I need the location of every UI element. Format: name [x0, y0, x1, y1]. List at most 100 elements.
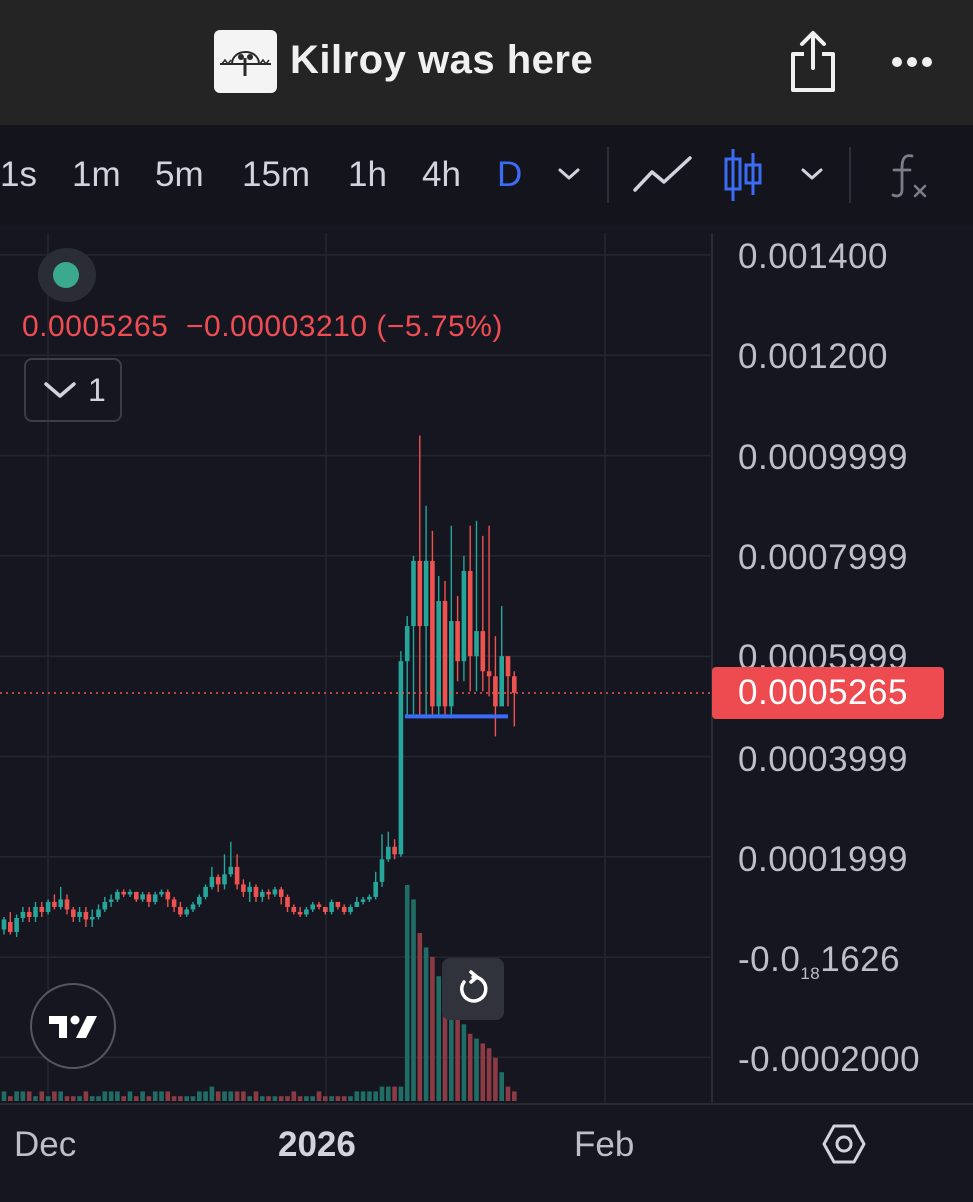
volume-bar [146, 1096, 152, 1101]
timeframe-1h[interactable]: 1h [348, 155, 387, 194]
candle-body [404, 626, 410, 662]
status-dot-icon [53, 262, 79, 288]
volume-bar [33, 1096, 38, 1101]
volume-bar [209, 1086, 215, 1101]
volume-bar [304, 1096, 309, 1101]
candle-body [449, 621, 454, 707]
candle-body [89, 916, 95, 920]
candle-body [33, 906, 38, 917]
candle-body [430, 560, 435, 707]
share-button[interactable] [785, 30, 841, 96]
volume-bar [203, 1091, 208, 1101]
chart-settings-button[interactable] [821, 1121, 867, 1167]
candle-body [96, 909, 101, 917]
volume-bar [266, 1096, 271, 1101]
volume-bar [96, 1096, 101, 1101]
candle-body [354, 901, 360, 907]
volume-bar [77, 1096, 82, 1101]
candle-body [203, 886, 208, 897]
more-icon [892, 57, 932, 67]
candle-body [228, 866, 234, 875]
volume-bar [89, 1096, 95, 1101]
candle-body [26, 911, 32, 917]
volume-bar [379, 1086, 385, 1101]
volume-bar [278, 1096, 284, 1101]
candle-body [461, 570, 467, 662]
volume-bar [354, 1091, 360, 1101]
candle-body [480, 631, 486, 672]
candle-body [474, 631, 479, 657]
timeframe-1s[interactable]: 1s [0, 155, 37, 194]
chart-type-dropdown[interactable] [798, 163, 826, 190]
candle-body [253, 886, 259, 897]
indicators-button[interactable] [888, 150, 932, 205]
volume-bar [140, 1091, 145, 1101]
line-chart-icon [633, 156, 692, 192]
timeframe-15m[interactable]: 15m [242, 155, 311, 194]
volume-bar [45, 1096, 51, 1101]
candle-body [140, 894, 145, 900]
chevron-down-icon [801, 168, 823, 180]
volume-bar [272, 1096, 278, 1101]
volume-bar [71, 1096, 76, 1101]
volume-bar [367, 1091, 372, 1101]
legend-values: 0.0005265 −0.00003210 (−5.75%) [22, 310, 503, 344]
line-chart-button[interactable] [632, 152, 694, 201]
candle-body [335, 901, 341, 907]
volume-bar [127, 1091, 133, 1101]
volume-bar [222, 1091, 227, 1101]
candle-body [436, 601, 441, 707]
volume-bar [417, 933, 423, 1101]
candle-body [102, 901, 108, 910]
timeframe-4h[interactable]: 4h [422, 155, 461, 194]
candle-body [83, 911, 89, 920]
volume-bar [1, 1091, 7, 1101]
candle-body [121, 891, 126, 895]
candle-body [341, 906, 347, 912]
price-axis-label: 0.001400 [738, 237, 888, 276]
candle-body [108, 899, 114, 902]
volume-bar [467, 1033, 473, 1101]
chevron-down-icon [558, 168, 580, 180]
timeframe-1m[interactable]: 1m [72, 155, 121, 194]
time-axis[interactable] [0, 1103, 973, 1202]
tradingview-logo[interactable] [30, 983, 116, 1069]
toolbar-divider [849, 147, 851, 203]
timeframe-5m[interactable]: 5m [155, 155, 204, 194]
volume-bar [190, 1096, 196, 1101]
candle-body [512, 676, 517, 693]
indicators-icon [891, 154, 927, 198]
candlestick-button[interactable] [722, 147, 764, 208]
volume-bar [14, 1091, 19, 1101]
price-chart[interactable] [0, 233, 973, 1103]
timeframe-d[interactable]: D [497, 155, 523, 194]
candle-body [266, 891, 271, 895]
candle-body [493, 676, 498, 707]
volume-bar [285, 1096, 290, 1101]
toolbar-divider [607, 147, 609, 203]
legend-change: −0.00003210 [185, 310, 368, 343]
candlestick-icon [724, 149, 762, 201]
current-price-label: 0.0005265 [738, 673, 908, 712]
volume-bar [108, 1091, 114, 1101]
volume-bar [228, 1091, 234, 1101]
candle-body [58, 899, 63, 907]
legend-collapse-button[interactable] [24, 358, 122, 422]
candle-body [1, 919, 7, 930]
candle-body [134, 891, 139, 900]
price-axis-label: -0.0181626 [738, 940, 900, 984]
candle-body [241, 884, 246, 892]
volume-bar [165, 1091, 171, 1101]
timeframe-dropdown[interactable] [555, 163, 583, 190]
volume-bar [52, 1091, 57, 1101]
reset-chart-button[interactable] [442, 958, 504, 1020]
candle-body [209, 876, 215, 887]
volume-bar [398, 1086, 404, 1101]
candle-body [467, 570, 473, 657]
volume-bar [493, 1057, 498, 1101]
chart-pane[interactable] [0, 233, 973, 1103]
volume-bar [64, 1096, 70, 1101]
more-button[interactable] [885, 44, 941, 80]
candle-body [291, 906, 297, 912]
price-axis-label: 0.0003999 [738, 740, 908, 779]
